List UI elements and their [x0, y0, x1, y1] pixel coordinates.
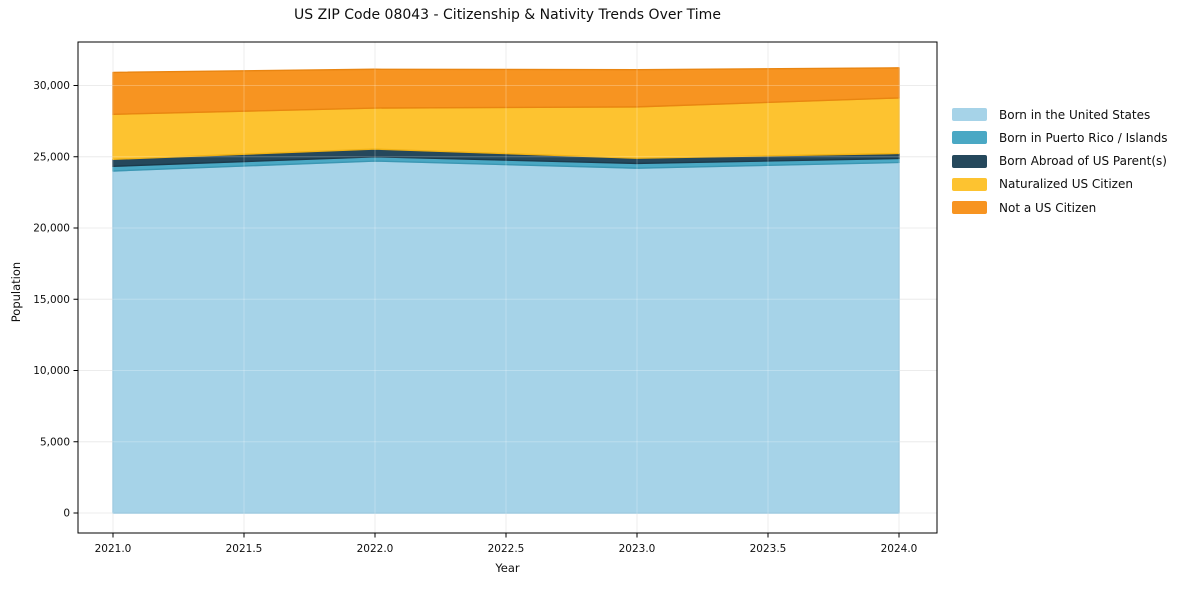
legend-item: Born in Puerto Rico / Islands: [952, 126, 1168, 149]
legend-label: Naturalized US Citizen: [999, 177, 1133, 192]
legend-swatch: [952, 177, 987, 191]
y-tick-label: 30,000: [33, 80, 70, 92]
tick-labels: 2021.0 2021.5 2022.0 2022.5 2023.0 2023.5 2024…: [33, 80, 917, 555]
x-tick-label: 2023.5: [750, 543, 787, 555]
chart-title: US ZIP Code 08043 - Citizenship & Nativi…: [294, 7, 721, 23]
x-tick-label: 2021.0: [95, 543, 132, 555]
legend-item: Born in the United States: [952, 103, 1168, 126]
legend: Born in the United States Born in Puerto…: [952, 103, 1168, 219]
x-tick-label: 2022.5: [488, 543, 525, 555]
x-axis-label: Year: [495, 561, 520, 575]
legend-label: Not a US Citizen: [999, 200, 1097, 215]
legend-item: Not a US Citizen: [952, 196, 1168, 219]
legend-item: Born Abroad of US Parent(s): [952, 150, 1168, 173]
legend-swatch: [952, 154, 987, 168]
y-tick-label: 15,000: [33, 294, 70, 306]
gridlines-overlay: [78, 42, 937, 533]
stacked-areas: [112, 67, 900, 514]
y-tick-label: 5,000: [40, 436, 70, 448]
y-tick-label: 10,000: [33, 365, 70, 377]
legend-label: Born in Puerto Rico / Islands: [999, 130, 1168, 145]
area-not-a-us-citizen: [112, 67, 900, 115]
legend-item: Naturalized US Citizen: [952, 173, 1168, 196]
legend-swatch: [952, 131, 987, 145]
y-tick-label: 20,000: [33, 223, 70, 235]
plot-border: [77, 41, 938, 534]
x-tick-label: 2022.0: [357, 543, 394, 555]
x-tick-label: 2021.5: [226, 543, 263, 555]
legend-label: Born Abroad of US Parent(s): [999, 154, 1167, 169]
legend-label: Born in the United States: [999, 107, 1151, 122]
y-tick-label: 0: [63, 508, 70, 520]
x-tick-label: 2024.0: [881, 543, 918, 555]
axis-ticks: [73, 85, 900, 538]
y-tick-label: 25,000: [33, 151, 70, 163]
y-axis-label: Population: [9, 261, 23, 323]
legend-swatch: [952, 108, 987, 122]
x-tick-label: 2023.0: [619, 543, 656, 555]
legend-swatch: [952, 201, 987, 215]
